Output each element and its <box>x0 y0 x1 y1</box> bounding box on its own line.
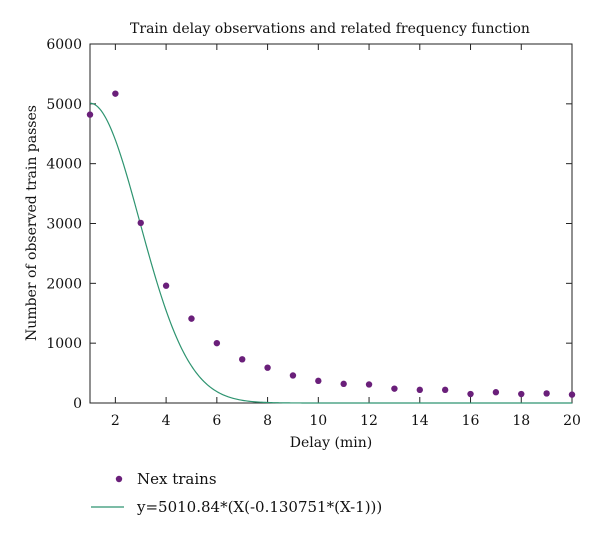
x-tick-label: 18 <box>512 413 530 429</box>
scatter-point <box>86 111 94 118</box>
scatter-point <box>568 391 576 398</box>
x-tick-label: 16 <box>462 413 480 429</box>
y-tick-label: 0 <box>73 396 82 412</box>
y-tick-label: 1000 <box>46 336 82 352</box>
y-tick-label: 4000 <box>46 157 82 173</box>
scatter-point <box>492 389 500 396</box>
y-tick-label: 3000 <box>46 217 82 233</box>
y-axis: 0 1000 2000 3000 4000 5000 6000 <box>46 37 572 412</box>
legend-marker-scatter <box>115 475 123 483</box>
chart-title: Train delay observations and related fre… <box>130 21 530 37</box>
scatter-point <box>162 282 170 289</box>
x-tick-label: 4 <box>162 413 171 429</box>
x-tick-label: 2 <box>111 413 120 429</box>
scatter-point <box>365 381 373 388</box>
fit-curve-line <box>89 102 572 404</box>
scatter-point <box>188 315 195 322</box>
scatter-point <box>213 339 221 347</box>
x-tick-label: 10 <box>309 413 327 429</box>
scatter-point <box>264 364 271 371</box>
y-tick-label: 2000 <box>46 276 82 292</box>
scatter-point <box>289 372 297 379</box>
scatter-points-layer <box>86 90 576 398</box>
scatter-point <box>315 377 322 385</box>
scatter-point <box>137 219 144 227</box>
scatter-point <box>441 386 449 394</box>
scatter-point <box>518 390 525 398</box>
x-tick-label: 12 <box>360 413 378 429</box>
fit-curve-layer <box>89 102 572 404</box>
scatter-point <box>239 356 246 363</box>
x-axis: 2 4 6 8 10 12 14 16 18 20 <box>111 44 581 429</box>
scatter-point <box>467 390 474 398</box>
scatter-point <box>340 380 347 388</box>
legend: Nex trains y=5010.84*(X(-0.130751*(X-1))… <box>91 470 382 516</box>
scatter-point <box>416 386 423 394</box>
plot-frame <box>89 43 573 404</box>
x-tick-label: 20 <box>563 413 581 429</box>
legend-label-fit: y=5010.84*(X(-0.130751*(X-1))) <box>136 498 382 516</box>
y-axis-title: Number of observed train passes <box>24 105 40 341</box>
scatter-point <box>391 385 398 392</box>
x-tick-label: 8 <box>263 413 272 429</box>
legend-label-scatter: Nex trains <box>137 470 217 488</box>
x-axis-title: Delay (min) <box>290 435 372 451</box>
scatter-point <box>112 90 119 97</box>
scatter-point <box>543 390 550 397</box>
x-tick-label: 6 <box>212 413 221 429</box>
y-tick-label: 6000 <box>46 37 82 53</box>
y-tick-label: 5000 <box>46 97 82 113</box>
x-tick-label: 14 <box>411 413 429 429</box>
